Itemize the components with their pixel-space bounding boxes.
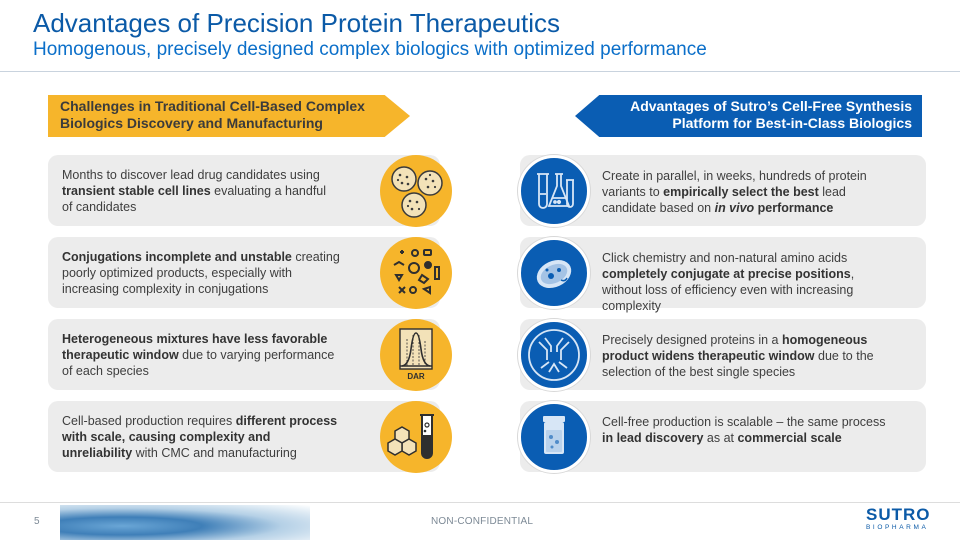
- page-number: 5: [34, 516, 40, 527]
- card-text-emphasis: in vivo: [714, 201, 755, 215]
- advantages-header-line-1: Advantages of Sutro’s Cell-Free Synthesi…: [630, 98, 912, 114]
- card-text: due to varying performance: [178, 348, 335, 362]
- card-text-line: Heterogeneous mixtures have less favorab…: [62, 331, 360, 347]
- dar-distribution-chart-icon: DAR: [380, 319, 452, 391]
- card-text: Create in parallel, in weeks, hundreds o…: [602, 169, 867, 183]
- card-text-line: Cell-free production is scalable – the s…: [602, 414, 916, 430]
- card-text-line: of candidates: [62, 199, 360, 215]
- card-text: poorly optimized products, especially wi…: [62, 266, 292, 280]
- challenge-card-production: Cell-based production requires different…: [48, 401, 440, 472]
- challenges-header-line-1: Challenges in Traditional Cell-Based Com…: [60, 98, 365, 114]
- confidentiality-label: NON-CONFIDENTIAL: [431, 516, 534, 527]
- card-text: without loss of efficiency even with inc…: [602, 283, 854, 297]
- card-text: selection of the best single species: [602, 365, 796, 379]
- logo-wordmark: SUTRO: [866, 505, 931, 524]
- petri-dish-icon: [518, 237, 590, 309]
- card-text: Cell-free production is scalable – the s…: [602, 415, 886, 429]
- card-text: Precisely designed proteins in a: [602, 333, 782, 347]
- card-text: due to the: [814, 349, 874, 363]
- scattered-molecules-icon: [380, 237, 452, 309]
- card-text-line: in lead discovery as at commercial scale: [602, 430, 916, 446]
- card-text-emphasis: Conjugations incomplete and unstable: [62, 250, 292, 264]
- card-text-line: Click chemistry and non-natural amino ac…: [602, 250, 916, 266]
- card-text: increasing complexity in conjugations: [62, 282, 269, 296]
- challenge-card-conjugation: Conjugations incomplete and unstable cre…: [48, 237, 440, 308]
- card-text: creating: [291, 250, 340, 264]
- card-text-emphasis: product widens therapeutic window: [602, 349, 815, 363]
- card-text-line: Precisely designed proteins in a homogen…: [602, 332, 916, 348]
- card-text: variants to: [602, 185, 664, 199]
- card-text-emphasis: Heterogeneous mixtures have less favorab…: [62, 332, 328, 346]
- card-text-emphasis: different process: [235, 414, 338, 428]
- card-text-line: with scale, causing complexity and: [62, 429, 360, 445]
- cell-culture-dishes-icon: [380, 155, 452, 227]
- advantages-header-line-2: Platform for Best-in-Class Biologics: [672, 115, 912, 131]
- card-text-emphasis: unreliability: [62, 446, 133, 460]
- challenges-column-header: Challenges in Traditional Cell-Based Com…: [48, 95, 410, 137]
- card-text: Cell-based production requires: [62, 414, 236, 428]
- card-text-line: selection of the best single species: [602, 364, 916, 380]
- card-text: of candidates: [62, 200, 137, 214]
- sutro-logo: SUTRO BIOPHARMA: [866, 506, 936, 536]
- card-text-emphasis: with scale, causing complexity and: [62, 430, 271, 444]
- antibody-molecules-icon: [518, 319, 590, 391]
- card-text-emphasis: empirically select the best: [663, 185, 819, 199]
- dar-icon-label: DAR: [407, 372, 425, 381]
- lab-flasks-icon: [518, 155, 590, 227]
- challenge-card-heterogeneity: Heterogeneous mixtures have less favorab…: [48, 319, 440, 390]
- card-text-emphasis: completely conjugate at precise position…: [602, 267, 851, 281]
- card-text-emphasis: commercial scale: [737, 431, 842, 445]
- card-text-line: candidate based on in vivo performance: [602, 200, 916, 216]
- card-text: Click chemistry and non-natural amino ac…: [602, 251, 848, 265]
- page-subtitle: Homogenous, precisely designed complex b…: [33, 39, 707, 60]
- footer-cell-image: [60, 505, 310, 540]
- production-vessel-icon: [518, 401, 590, 473]
- card-text: Months to discover lead drug candidates …: [62, 168, 320, 182]
- card-text: of each species: [62, 364, 149, 378]
- card-text-line: Conjugations incomplete and unstable cre…: [62, 249, 360, 265]
- card-text-line: unreliability with CMC and manufacturing: [62, 445, 360, 461]
- card-text-emphasis: homogeneous: [781, 333, 868, 347]
- card-text-emphasis: therapeutic window: [62, 348, 179, 362]
- card-text-emphasis: in lead discovery: [602, 431, 704, 445]
- card-text-line: without loss of efficiency even with inc…: [602, 282, 916, 298]
- card-text: ,: [850, 267, 855, 281]
- card-text-line: poorly optimized products, especially wi…: [62, 265, 360, 281]
- card-text: lead: [818, 185, 846, 199]
- card-text-line: of each species: [62, 363, 360, 379]
- card-text: candidate based on: [602, 201, 715, 215]
- card-text-line: Create in parallel, in weeks, hundreds o…: [602, 168, 916, 184]
- card-text: evaluating a handful: [210, 184, 327, 198]
- card-text-line: therapeutic window due to varying perfor…: [62, 347, 360, 363]
- card-text-line: product widens therapeutic window due to…: [602, 348, 916, 364]
- card-text-emphasis: performance: [754, 201, 834, 215]
- card-text: with CMC and manufacturing: [132, 446, 297, 460]
- card-text-line: increasing complexity in conjugations: [62, 281, 360, 297]
- card-text-line: Months to discover lead drug candidates …: [62, 167, 360, 183]
- test-tube-hexagons-icon: [380, 401, 452, 473]
- card-text-line: variants to empirically select the best …: [602, 184, 916, 200]
- title-divider: [0, 71, 960, 72]
- card-text: complexity: [602, 299, 662, 313]
- page-title: Advantages of Precision Protein Therapeu…: [33, 8, 561, 38]
- logo-subtitle: BIOPHARMA: [866, 524, 929, 531]
- card-text-line: completely conjugate at precise position…: [602, 266, 916, 282]
- card-text-line: transient stable cell lines evaluating a…: [62, 183, 360, 199]
- card-text-line: Cell-based production requires different…: [62, 413, 360, 429]
- card-text-line: complexity: [602, 298, 916, 314]
- card-text-emphasis: transient stable cell lines: [62, 184, 211, 198]
- advantages-column-header: Advantages of Sutro’s Cell-Free Synthesi…: [575, 95, 922, 137]
- challenges-header-line-2: Biologics Discovery and Manufacturing: [60, 115, 323, 131]
- card-text: as at: [703, 431, 738, 445]
- challenge-card-discovery: Months to discover lead drug candidates …: [48, 155, 440, 226]
